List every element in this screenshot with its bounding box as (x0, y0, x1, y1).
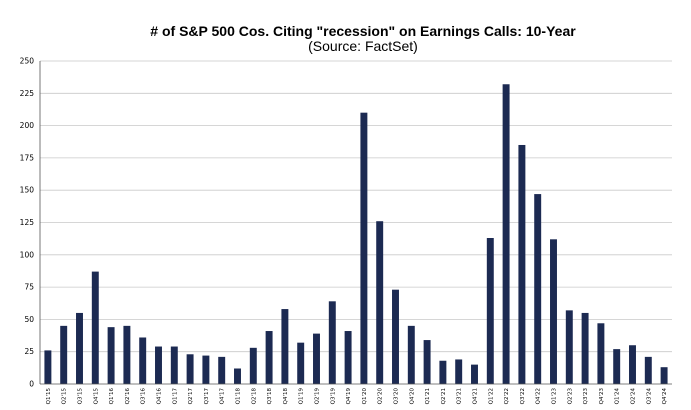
x-tick-label: Q1'16 (109, 388, 115, 405)
bar (376, 221, 384, 384)
bars (44, 84, 668, 385)
x-tick-label: Q3'18 (267, 388, 273, 405)
x-tick-label: Q4'18 (283, 388, 289, 405)
bar (76, 312, 83, 384)
y-tick-label: 150 (20, 186, 35, 195)
y-tick-label: 250 (20, 57, 35, 66)
bar (534, 194, 542, 384)
y-axis-tick-labels: 0 25 50 75 100 125 150 175 200 225 250 (20, 57, 35, 389)
x-tick-label: Q1'22 (488, 388, 494, 404)
x-tick-label: Q3'21 (457, 388, 463, 404)
x-tick-label: Q2'17 (188, 388, 194, 405)
x-tick-label: Q2'15 (62, 388, 68, 405)
x-tick-label: Q3'17 (204, 388, 210, 405)
y-tick-label: 225 (20, 89, 35, 98)
x-tick-label: Q1'24 (615, 388, 621, 405)
x-tick-label: Q4'17 (220, 388, 226, 405)
bar (265, 331, 273, 384)
x-tick-label: Q3'20 (394, 388, 400, 405)
x-tick-label: Q3'15 (78, 388, 84, 405)
x-axis-tick-labels: Q1'15 Q2'15 Q3'15 Q4'15 Q1'16 Q2'16 Q3'16 Q4'16… (46, 388, 668, 405)
bar (155, 346, 162, 384)
bar (550, 239, 557, 384)
x-tick-label: Q3'19 (330, 388, 336, 405)
x-tick-label: Q4'20 (409, 388, 415, 405)
y-tick-label: 175 (20, 153, 35, 162)
bar (344, 331, 352, 384)
bar (613, 349, 621, 384)
bar (218, 356, 226, 384)
x-tick-label: Q2'21 (441, 388, 447, 404)
x-tick-label: Q2'23 (567, 388, 573, 405)
x-tick-label: Q2'20 (378, 388, 384, 405)
bar (644, 356, 652, 384)
bar (518, 144, 526, 384)
bar (471, 364, 478, 384)
x-tick-label: Q4'19 (346, 388, 352, 405)
bar (60, 325, 68, 384)
x-tick-label: Q1'23 (552, 388, 558, 405)
bar (565, 310, 573, 384)
bar (281, 309, 289, 384)
x-tick-label: Q3'16 (141, 388, 147, 405)
bar (660, 367, 668, 384)
bar (502, 84, 510, 384)
x-tick-label: Q2'22 (504, 388, 510, 404)
bar (423, 340, 431, 384)
x-tick-label: Q4'22 (536, 388, 542, 404)
bar (107, 327, 115, 384)
x-tick-label: Q2'19 (315, 388, 321, 405)
bar (313, 333, 320, 384)
x-tick-label: Q4'15 (93, 388, 99, 405)
x-tick-label: Q4'24 (662, 388, 668, 405)
bar (44, 350, 52, 384)
bar (234, 368, 241, 384)
bar (360, 112, 368, 385)
y-tick-label: 50 (24, 315, 34, 324)
bar (629, 345, 636, 384)
x-tick-label: Q3'23 (583, 388, 589, 405)
bar (392, 289, 399, 384)
x-tick-label: Q4'16 (157, 388, 163, 405)
bar (249, 347, 257, 384)
x-tick-label: Q2'18 (251, 388, 257, 405)
x-tick-label: Q4'23 (599, 388, 605, 405)
x-tick-label: Q1'18 (236, 388, 242, 405)
x-tick-label: Q3'24 (646, 388, 652, 405)
y-tick-label: 200 (20, 121, 35, 130)
x-tick-label: Q1'17 (172, 388, 178, 405)
x-tick-label: Q3'22 (520, 388, 526, 404)
bar (581, 312, 589, 384)
bar (439, 360, 447, 384)
bar (170, 346, 178, 384)
bar (123, 325, 131, 384)
x-tick-label: Q2'16 (125, 388, 131, 405)
bar (455, 359, 463, 384)
chart-subtitle: (Source: FactSet) (308, 38, 418, 54)
bar (139, 337, 147, 384)
y-tick-label: 125 (20, 218, 35, 227)
gridlines (40, 60, 672, 353)
y-tick-label: 0 (29, 380, 34, 389)
chart-title: # of S&P 500 Cos. Citing "recession" on … (150, 23, 576, 39)
y-tick-label: 100 (20, 250, 35, 259)
x-tick-label: Q2'24 (631, 388, 637, 405)
bar (91, 271, 99, 384)
y-tick-label: 75 (24, 283, 34, 292)
x-tick-label: Q1'15 (46, 388, 52, 405)
bar (297, 342, 305, 384)
bar (407, 325, 415, 384)
x-tick-label: Q1'21 (425, 388, 431, 404)
bar (597, 323, 605, 384)
x-tick-label: Q4'21 (473, 388, 479, 404)
x-tick-label: Q1'19 (299, 388, 305, 405)
bar (186, 354, 194, 384)
bar (202, 355, 210, 384)
bar (328, 301, 336, 384)
x-tick-label: Q1'20 (362, 388, 368, 405)
bar (486, 238, 494, 384)
y-tick-label: 25 (24, 347, 34, 356)
